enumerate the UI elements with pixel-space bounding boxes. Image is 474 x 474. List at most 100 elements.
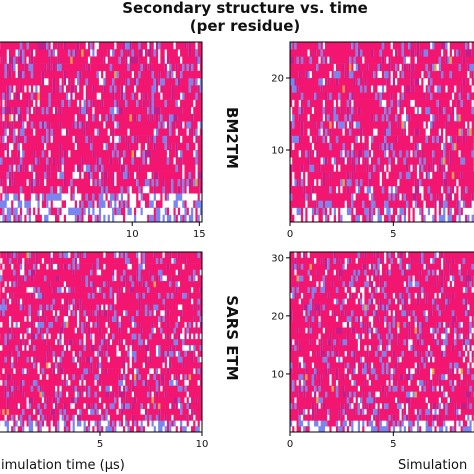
heatmap-cell (188, 327, 196, 334)
heatmap-cell (290, 56, 295, 64)
heatmap-cell (90, 142, 93, 151)
heatmap-cell (368, 391, 371, 398)
heatmap-cell (355, 397, 358, 404)
heatmap-cell (37, 356, 45, 363)
heatmap-cell (436, 292, 439, 299)
heatmap-cell (186, 207, 189, 216)
heatmap-cell (364, 269, 367, 276)
heatmap-cell (419, 368, 431, 375)
heatmap-cell (144, 292, 159, 299)
heatmap-cell (390, 106, 398, 115)
heatmap-cell (151, 420, 154, 427)
heatmap-cell (390, 327, 398, 334)
heatmap-cell (92, 269, 97, 276)
heatmap-cell (384, 70, 389, 79)
heatmap-cell (171, 63, 176, 72)
heatmap-cell (300, 298, 310, 305)
heatmap-cell (300, 70, 306, 79)
heatmap-cell (325, 99, 334, 108)
heatmap-cell (390, 99, 393, 108)
heatmap-cell (158, 171, 183, 180)
heatmap-cell (57, 263, 60, 270)
heatmap-cell (184, 333, 187, 340)
heatmap-cell (136, 373, 139, 381)
heatmap-cell (360, 397, 363, 404)
heatmap-cell (94, 402, 97, 410)
heatmap-cell (338, 78, 354, 86)
heatmap-cell (46, 420, 51, 427)
heatmap-cell (320, 385, 332, 392)
heatmap-cell (8, 257, 12, 264)
heatmap-cell (136, 135, 139, 144)
heatmap-cell (147, 379, 156, 386)
heatmap-cell (386, 142, 389, 151)
heatmap-cell (456, 414, 459, 421)
heatmap-cell (199, 178, 202, 187)
heatmap-cell (182, 56, 196, 64)
heatmap-cell (360, 356, 363, 363)
heatmap-cell (26, 356, 29, 363)
heatmap-cell (57, 42, 60, 50)
heatmap-cell (41, 150, 45, 158)
heatmap-cell (155, 85, 159, 93)
heatmap-cell (329, 368, 332, 375)
heatmap-cell (188, 379, 198, 386)
heatmap-cell (370, 426, 378, 433)
heatmap-cell (318, 321, 321, 328)
heatmap-cell (63, 99, 69, 108)
heatmap-cell (144, 178, 150, 187)
heatmap-cell (19, 420, 23, 427)
heatmap-cell (465, 310, 468, 317)
heatmap-cell (0, 150, 5, 158)
heatmap-cell (105, 281, 108, 288)
heatmap-cell (33, 56, 49, 64)
heatmap-cell (195, 99, 202, 108)
heatmap-cell (22, 333, 25, 340)
heatmap-cell (456, 333, 459, 340)
heatmap-cell (379, 333, 382, 340)
heatmap-cell (370, 142, 378, 151)
heatmap-cell (430, 385, 433, 392)
heatmap-cell (447, 373, 461, 381)
heatmap-cell (303, 186, 306, 194)
heatmap-cell (76, 391, 80, 398)
heatmap-cell (4, 56, 7, 64)
heatmap-cell (92, 150, 95, 158)
heatmap-cell (379, 257, 382, 264)
heatmap-cell (390, 186, 393, 194)
heatmap-cell (432, 193, 437, 201)
heatmap-cell (166, 142, 170, 151)
heatmap-cell (70, 56, 73, 64)
heatmap-cell (311, 350, 317, 357)
heatmap-cell (462, 257, 466, 264)
heatmap-cell (300, 150, 306, 158)
heatmap-cell (438, 408, 446, 415)
heatmap-cell (98, 200, 106, 208)
heatmap-cell (375, 200, 385, 208)
heatmap-cell (390, 214, 396, 223)
heatmap-cell (155, 200, 163, 208)
heatmap-cell (360, 135, 363, 144)
heatmap-cell (379, 99, 382, 108)
heatmap-cell (120, 135, 126, 144)
heatmap-cell (381, 85, 385, 93)
heatmap-cell (76, 78, 80, 86)
heatmap-cell (37, 178, 40, 187)
heatmap-cell (462, 327, 470, 334)
heatmap-cell (182, 402, 187, 410)
heatmap-cell (160, 379, 163, 386)
heatmap-cell (370, 379, 387, 386)
heatmap-cell (427, 310, 431, 317)
heatmap-cell (26, 339, 29, 346)
heatmap-cell (72, 193, 75, 201)
heatmap-cell (33, 292, 36, 299)
heatmap-cell (469, 128, 472, 136)
heatmap-cell (327, 128, 330, 136)
heatmap-cell (296, 275, 299, 282)
heatmap-cell (125, 385, 128, 392)
heatmap-cell (395, 49, 398, 57)
heatmap-cell (469, 269, 474, 276)
heatmap-cell (184, 327, 187, 334)
heatmap-cell (349, 128, 352, 136)
heatmap-cell (41, 292, 45, 299)
